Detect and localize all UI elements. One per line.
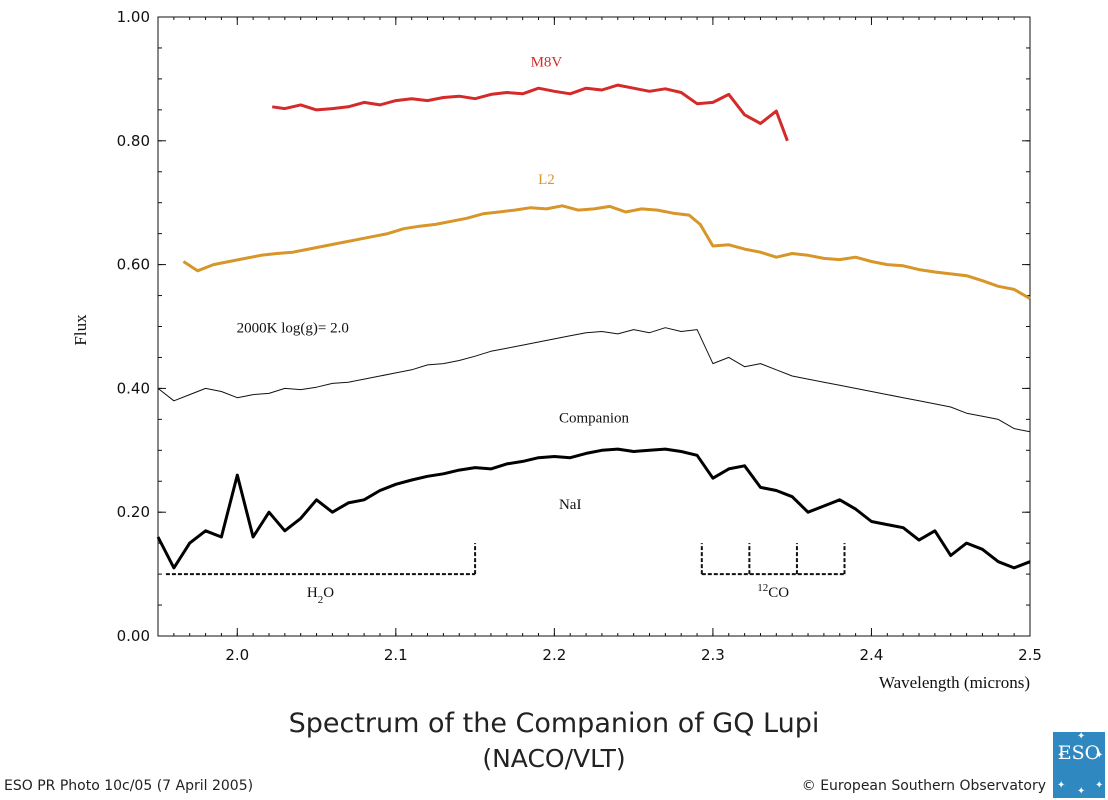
y-tick-label: 0.60	[117, 256, 150, 274]
y-axis-label: Flux	[71, 314, 90, 346]
photo-id: ESO PR Photo 10c/05 (7 April 2005)	[4, 778, 254, 794]
series-line-m8v	[271, 83, 789, 142]
band-label-sub: 2	[318, 594, 324, 606]
y-tick-label: 0.80	[117, 132, 150, 150]
y-tick-label: 1.00	[117, 8, 150, 26]
series-line-l2	[182, 204, 1031, 300]
eso-logo: ✦ ✦ ✦ ✦ ✦ ✦ ESO	[1053, 731, 1105, 798]
x-tick-label: 2.1	[384, 646, 408, 664]
x-tick-label: 2.2	[542, 646, 566, 664]
series-line-2000k-log-g-2-0	[157, 327, 1031, 433]
band-label-sup: 12	[757, 582, 768, 594]
band-label-part: CO	[768, 585, 789, 601]
y-tick-label: 0.40	[117, 379, 150, 397]
band-label-part: H	[307, 585, 318, 601]
y-tick-label: 0.00	[117, 627, 150, 645]
x-tick-label: 2.0	[225, 646, 249, 664]
chart-subtitle: (NACO/VLT)	[482, 744, 626, 773]
annotation-label: NaI	[559, 497, 582, 513]
annotation-label: 2000K log(g)= 2.0	[237, 321, 349, 337]
band-markers: H2O 12CO	[165, 543, 846, 606]
annotation-label: M8V	[531, 55, 563, 71]
x-tick-label: 2.4	[860, 646, 884, 664]
annotation-label: Companion	[559, 410, 629, 426]
y-axis: 0.00 0.20 0.40 0.60 0.80 1.00	[117, 8, 1030, 645]
y-tick-label: 0.20	[117, 503, 150, 521]
h2o-band-label: H2O	[307, 585, 334, 606]
x-axis: 2.0 2.1 2.2 2.3 2.4 2.5	[157, 17, 1042, 664]
band-label-part: O	[323, 585, 334, 601]
x-tick-label: 2.3	[701, 646, 725, 664]
eso-logo-text: ESO	[1057, 742, 1101, 764]
co-band-label: 12CO	[757, 582, 789, 601]
copyright: © European Southern Observatory	[801, 778, 1046, 794]
series-layer	[156, 83, 1031, 570]
annotations: M8V L2 2000K log(g)= 2.0 Companion NaI	[237, 55, 630, 514]
x-tick-label: 2.5	[1018, 646, 1042, 664]
series-line-companion	[156, 447, 1031, 570]
x-axis-label: Wavelength (microns)	[879, 673, 1030, 692]
annotation-label: L2	[538, 172, 555, 188]
chart-title: Spectrum of the Companion of GQ Lupi	[288, 708, 820, 739]
